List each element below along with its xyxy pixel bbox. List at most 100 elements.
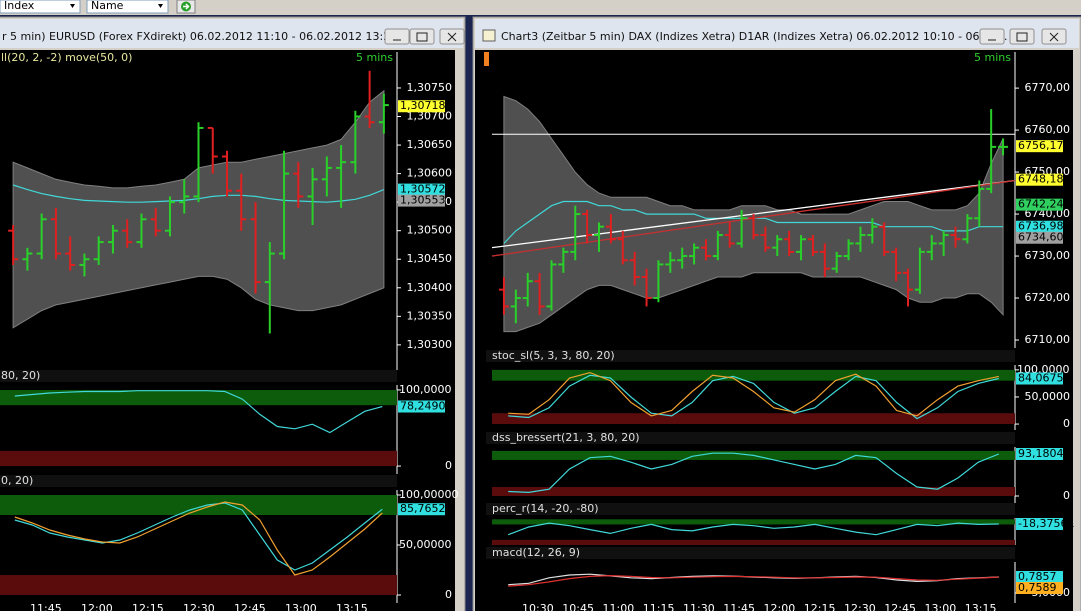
minimize-button[interactable] bbox=[979, 28, 1005, 45]
window-title: r 5 min) EURUSD (Forex FXdirekt) 06.02.2… bbox=[2, 30, 397, 43]
last-value-box bbox=[398, 100, 445, 113]
x-tick-label: 13:00 bbox=[925, 602, 957, 611]
zone bbox=[492, 413, 1015, 425]
y-tick-label: 6760,00 bbox=[1025, 123, 1071, 136]
title-bar bbox=[475, 19, 1079, 48]
zone bbox=[0, 495, 397, 515]
x-tick-label: 11:45 bbox=[723, 602, 755, 611]
last-value-label: 1,30553 bbox=[400, 194, 446, 207]
index-dropdown[interactable] bbox=[0, 0, 81, 14]
last-value-box bbox=[1016, 518, 1063, 531]
x-tick-label: 11:45 bbox=[30, 602, 62, 611]
last-value-box bbox=[398, 400, 445, 413]
last-value-box bbox=[1016, 581, 1063, 594]
panel-label-bar bbox=[486, 547, 1015, 559]
y-tick-label: 1,30350 bbox=[407, 309, 453, 322]
panel-label: 80, 20) bbox=[1, 369, 40, 382]
x-tick-label: 10:45 bbox=[562, 602, 594, 611]
zone bbox=[492, 539, 1015, 545]
last-value-box bbox=[398, 194, 445, 207]
indicator-label: ll(20, 2, -2) move(50, 0) bbox=[1, 51, 132, 64]
last-value-label: 1,30572 bbox=[400, 183, 446, 196]
x-tick-label: 11:30 bbox=[683, 602, 715, 611]
panel-label-bar bbox=[486, 432, 1015, 444]
indicator-line bbox=[14, 501, 383, 576]
last-value-label: 6734,60 bbox=[1018, 231, 1064, 244]
x-tick-label: 13:00 bbox=[285, 602, 317, 611]
panel-label-bar bbox=[486, 503, 1015, 515]
x-tick-label: 10:30 bbox=[522, 602, 554, 611]
button-glyph bbox=[447, 32, 457, 42]
zone bbox=[492, 519, 1015, 525]
last-value-box bbox=[1016, 220, 1063, 233]
last-value-box bbox=[1016, 140, 1063, 153]
last-value-box bbox=[1016, 173, 1063, 186]
dropdown-arrow bbox=[70, 4, 75, 8]
last-value-label: 85,76528 bbox=[400, 502, 453, 515]
index-dropdown-text: Index bbox=[4, 0, 35, 12]
y-tick-label: 0 bbox=[445, 459, 452, 472]
chart-area bbox=[0, 50, 455, 611]
maximize-button[interactable] bbox=[1009, 28, 1035, 45]
y-tick-label: 1,30400 bbox=[407, 281, 453, 294]
last-value-box bbox=[1016, 231, 1063, 244]
name-dropdown[interactable] bbox=[86, 0, 169, 14]
y-tick-label: 6720,00 bbox=[1025, 291, 1071, 304]
last-value-label: 6742,24 bbox=[1018, 198, 1064, 211]
window-title: Chart3 (Zeitbar 5 min) DAX (Indizes Xetr… bbox=[501, 30, 1008, 43]
panel-label: 0, 20) bbox=[1, 474, 33, 487]
minimize-button[interactable] bbox=[384, 28, 410, 45]
indicator-line bbox=[14, 390, 383, 434]
indicator-line bbox=[507, 522, 999, 536]
panel-label-bar bbox=[0, 370, 397, 382]
panel-label-bar bbox=[0, 475, 397, 487]
indicator-line bbox=[14, 502, 383, 571]
last-value-box bbox=[1016, 198, 1063, 211]
last-value-label: 6736,98 bbox=[1018, 220, 1064, 233]
x-tick-label: 11:00 bbox=[603, 602, 635, 611]
y-tick-label: 1,30500 bbox=[407, 224, 453, 237]
toolbar bbox=[0, 0, 1081, 15]
last-value-label: 0,7857 bbox=[1018, 570, 1057, 583]
x-tick-label: 13:15 bbox=[336, 602, 368, 611]
x-tick-label: 11:15 bbox=[643, 602, 675, 611]
panel-label: dss_bressert(21, 3, 80, 20) bbox=[492, 431, 640, 444]
x-tick-label: 12:45 bbox=[234, 602, 266, 611]
indicator-line bbox=[508, 574, 999, 587]
last-value-box bbox=[1016, 447, 1063, 460]
last-value-label: 0,7589 bbox=[1018, 581, 1057, 594]
x-tick-label: 12:30 bbox=[183, 602, 215, 611]
button-glyph bbox=[416, 32, 428, 42]
indicator-line bbox=[508, 374, 999, 420]
last-value-label: -18,37561 bbox=[1018, 517, 1074, 530]
y-tick-label: 50,0000 bbox=[1025, 390, 1071, 403]
y-tick-label: 6710,00 bbox=[1025, 333, 1071, 346]
indicator-line bbox=[508, 371, 999, 417]
y-tick-label: 1,30750 bbox=[407, 81, 453, 94]
y-tick-label: 1,30650 bbox=[407, 138, 453, 151]
button-glyph bbox=[1016, 32, 1028, 42]
y-tick-label: 1,30600 bbox=[407, 167, 453, 180]
x-tick-label: 13:15 bbox=[965, 602, 997, 611]
x-tick-label: 12:30 bbox=[844, 602, 876, 611]
panel-label: stoc_sl(5, 3, 3, 80, 20) bbox=[492, 349, 615, 362]
x-tick-label: 12:00 bbox=[764, 602, 796, 611]
zone bbox=[492, 369, 1015, 381]
panel-label: perc_r(14, -20, -80) bbox=[492, 502, 599, 515]
x-tick-label: 12:15 bbox=[132, 602, 164, 611]
last-value-box bbox=[398, 503, 445, 516]
last-value-box bbox=[1016, 570, 1063, 583]
indicator-line bbox=[508, 452, 1000, 494]
interval-label: 5 mins bbox=[356, 51, 393, 64]
maximize-button[interactable] bbox=[409, 28, 435, 45]
y-tick-label: 0 bbox=[1063, 417, 1070, 430]
go-arrow bbox=[183, 3, 190, 10]
last-value-box bbox=[398, 183, 445, 196]
y-tick-label: 1,30300 bbox=[407, 338, 453, 351]
y-tick-label: 0 bbox=[1063, 489, 1070, 502]
last-value-label: 1,30718 bbox=[400, 99, 446, 112]
zone bbox=[492, 486, 1015, 497]
window-icon bbox=[482, 29, 496, 42]
